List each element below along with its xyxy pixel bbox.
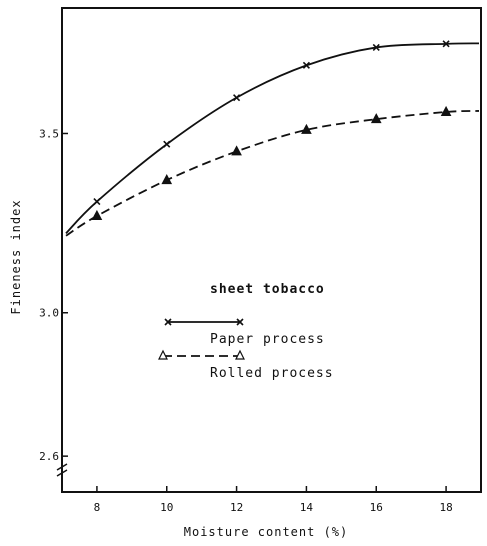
legend-title: sheet tobacco	[210, 282, 325, 297]
paper-process-marker	[442, 40, 450, 48]
ticks: 8 10 12 14 16 18 2.6 3.0 3.5	[39, 127, 453, 514]
legend-swatch-rolled-marker	[235, 349, 245, 360]
x-tick-label: 10	[160, 501, 173, 514]
rolled-process-marker	[231, 145, 242, 156]
y-tick-label: 3.5	[39, 127, 59, 140]
x-tick-label: 18	[439, 501, 452, 514]
series-line-paper-process	[65, 42, 480, 234]
y-tick-label: 3.0	[39, 307, 59, 320]
series-layer	[65, 40, 480, 237]
rolled-process-marker	[91, 209, 103, 220]
x-tick-label: 14	[300, 501, 314, 514]
legend-label-rolled-process: Rolled process	[210, 366, 334, 381]
rolled-process-marker	[161, 174, 173, 185]
y-tick-label: 2.6	[39, 450, 59, 463]
legend: sheet tobacco Paper process Rolled process	[158, 282, 334, 381]
axes	[56, 7, 482, 493]
x-tick-label: 8	[94, 501, 101, 514]
paper-process-marker	[372, 43, 380, 52]
y-axis-title: Fineness index	[9, 199, 23, 314]
paper-process-marker	[93, 198, 101, 206]
x-tick-label: 16	[370, 501, 383, 514]
series-line-rolled-process	[65, 110, 480, 237]
paper-process-marker	[302, 61, 310, 69]
legend-swatch-rolled-marker	[158, 349, 168, 360]
x-axis-title: Moisture content (%)	[184, 525, 349, 539]
paper-process-marker	[163, 140, 171, 148]
legend-swatch-paper-marker	[236, 318, 244, 326]
rolled-process-marker	[440, 105, 452, 116]
legend-swatch-paper-marker	[164, 318, 172, 326]
rolled-process-marker	[301, 123, 312, 134]
paper-process-marker	[233, 94, 241, 102]
axis-break-mark	[56, 463, 68, 477]
plot-frame	[61, 7, 482, 493]
rolled-process-marker	[370, 113, 382, 124]
x-tick-label: 12	[230, 501, 243, 514]
legend-label-paper-process: Paper process	[210, 332, 325, 347]
